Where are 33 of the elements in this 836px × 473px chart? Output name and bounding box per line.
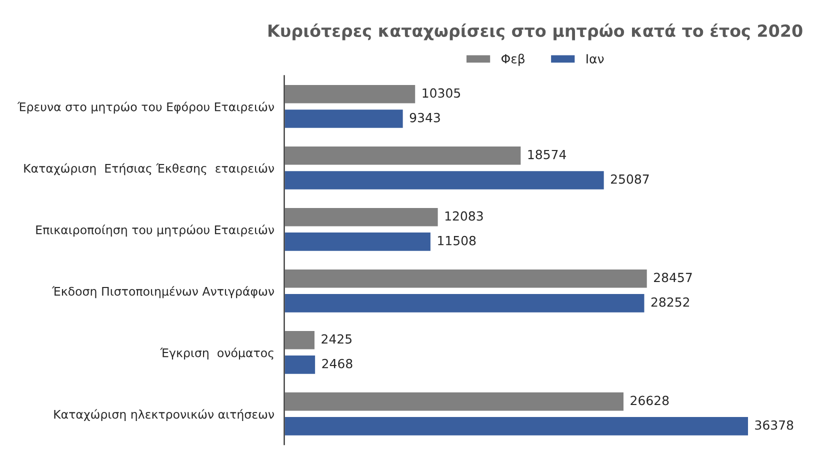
legend-label: Ιαν: [586, 54, 604, 64]
y-tick-label: Έρευνα στο μητρώο του Εφόρου Εταιρειών: [17, 102, 274, 114]
bar: [284, 354, 316, 376]
bar: [284, 145, 522, 166]
data-label: 9343: [410, 112, 440, 122]
bar: [284, 231, 432, 252]
bar: [284, 268, 648, 290]
data-label: 18574: [528, 150, 566, 160]
bar: [284, 84, 416, 105]
data-label: 2425: [322, 334, 352, 344]
y-tick-label: Επικαιροποίηση του μητρώου Εταιρειών: [36, 224, 274, 237]
bar: [284, 330, 316, 351]
data-label: 2468: [322, 358, 352, 368]
bar: [284, 391, 625, 412]
data-label: 10305: [422, 88, 460, 98]
bar: [284, 206, 440, 228]
data-label: 28252: [651, 297, 690, 307]
bar: [284, 170, 606, 191]
y-tick-label: Καταχώριση Ετήσιας Έκθεσης εταιρειών: [24, 163, 274, 176]
data-label: 25087: [611, 174, 649, 184]
legend-label: Φεβ: [502, 54, 524, 66]
y-tick-label: Καταχώριση ηλεκτρονικών αιτήσεων: [54, 409, 274, 422]
y-tick-label: Έκδοση Πιστοποιημένων Αντιγράφων: [52, 286, 274, 298]
bar: [284, 416, 750, 437]
data-label: 36378: [755, 420, 794, 430]
bar: [284, 292, 646, 314]
data-label: 12083: [445, 211, 483, 221]
data-label: 28457: [654, 272, 692, 282]
chart-title: Κυριότερες καταχωρίσεις στο μητρώο κατά το έτος 2020: [268, 23, 802, 40]
data-label: 26628: [630, 396, 669, 406]
data-label: 11508: [438, 236, 476, 246]
y-tick-label: Έγκριση ονόματος: [160, 348, 274, 360]
bar: [284, 108, 404, 130]
